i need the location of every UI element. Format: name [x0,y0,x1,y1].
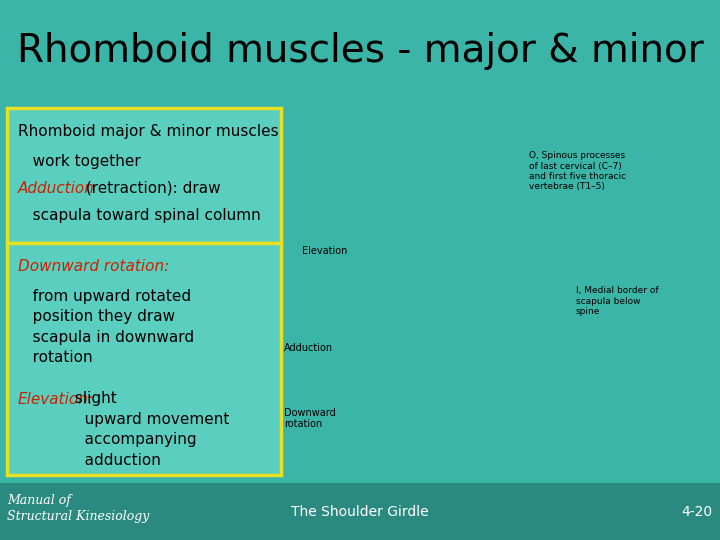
Text: from upward rotated
   position they draw
   scapula in downward
   rotation: from upward rotated position they draw s… [18,289,194,365]
Text: Manual of
Structural Kinesiology: Manual of Structural Kinesiology [7,494,150,523]
Text: I, Medial border of
scapula below
spine: I, Medial border of scapula below spine [576,286,659,316]
Text: O, Spinous processes
of last cervical (C–7)
and first five thoracic
vertebrae (T: O, Spinous processes of last cervical (C… [529,151,626,191]
Text: Elevation:: Elevation: [18,392,94,407]
Text: work together: work together [18,154,140,169]
Text: scapula toward spinal column: scapula toward spinal column [18,208,261,223]
Text: 4-20: 4-20 [682,505,713,519]
Text: (retraction): draw: (retraction): draw [81,181,221,196]
Text: Adduction: Adduction [18,181,95,196]
Text: Rhomboid muscles - major & minor: Rhomboid muscles - major & minor [17,32,703,70]
FancyBboxPatch shape [7,243,281,475]
Text: slight
   upward movement
   accompanying
   adduction: slight upward movement accompanying addu… [70,392,229,468]
Text: Adduction: Adduction [284,343,333,353]
FancyBboxPatch shape [7,108,281,243]
Text: The Shoulder Girdle: The Shoulder Girdle [291,505,429,519]
Bar [0,483,720,540]
Text: Downward
rotation: Downward rotation [284,408,336,429]
Text: Rhomboid major & minor muscles: Rhomboid major & minor muscles [18,124,279,139]
Text: Elevation: Elevation [302,246,348,256]
Text: Downward rotation:: Downward rotation: [18,259,169,274]
